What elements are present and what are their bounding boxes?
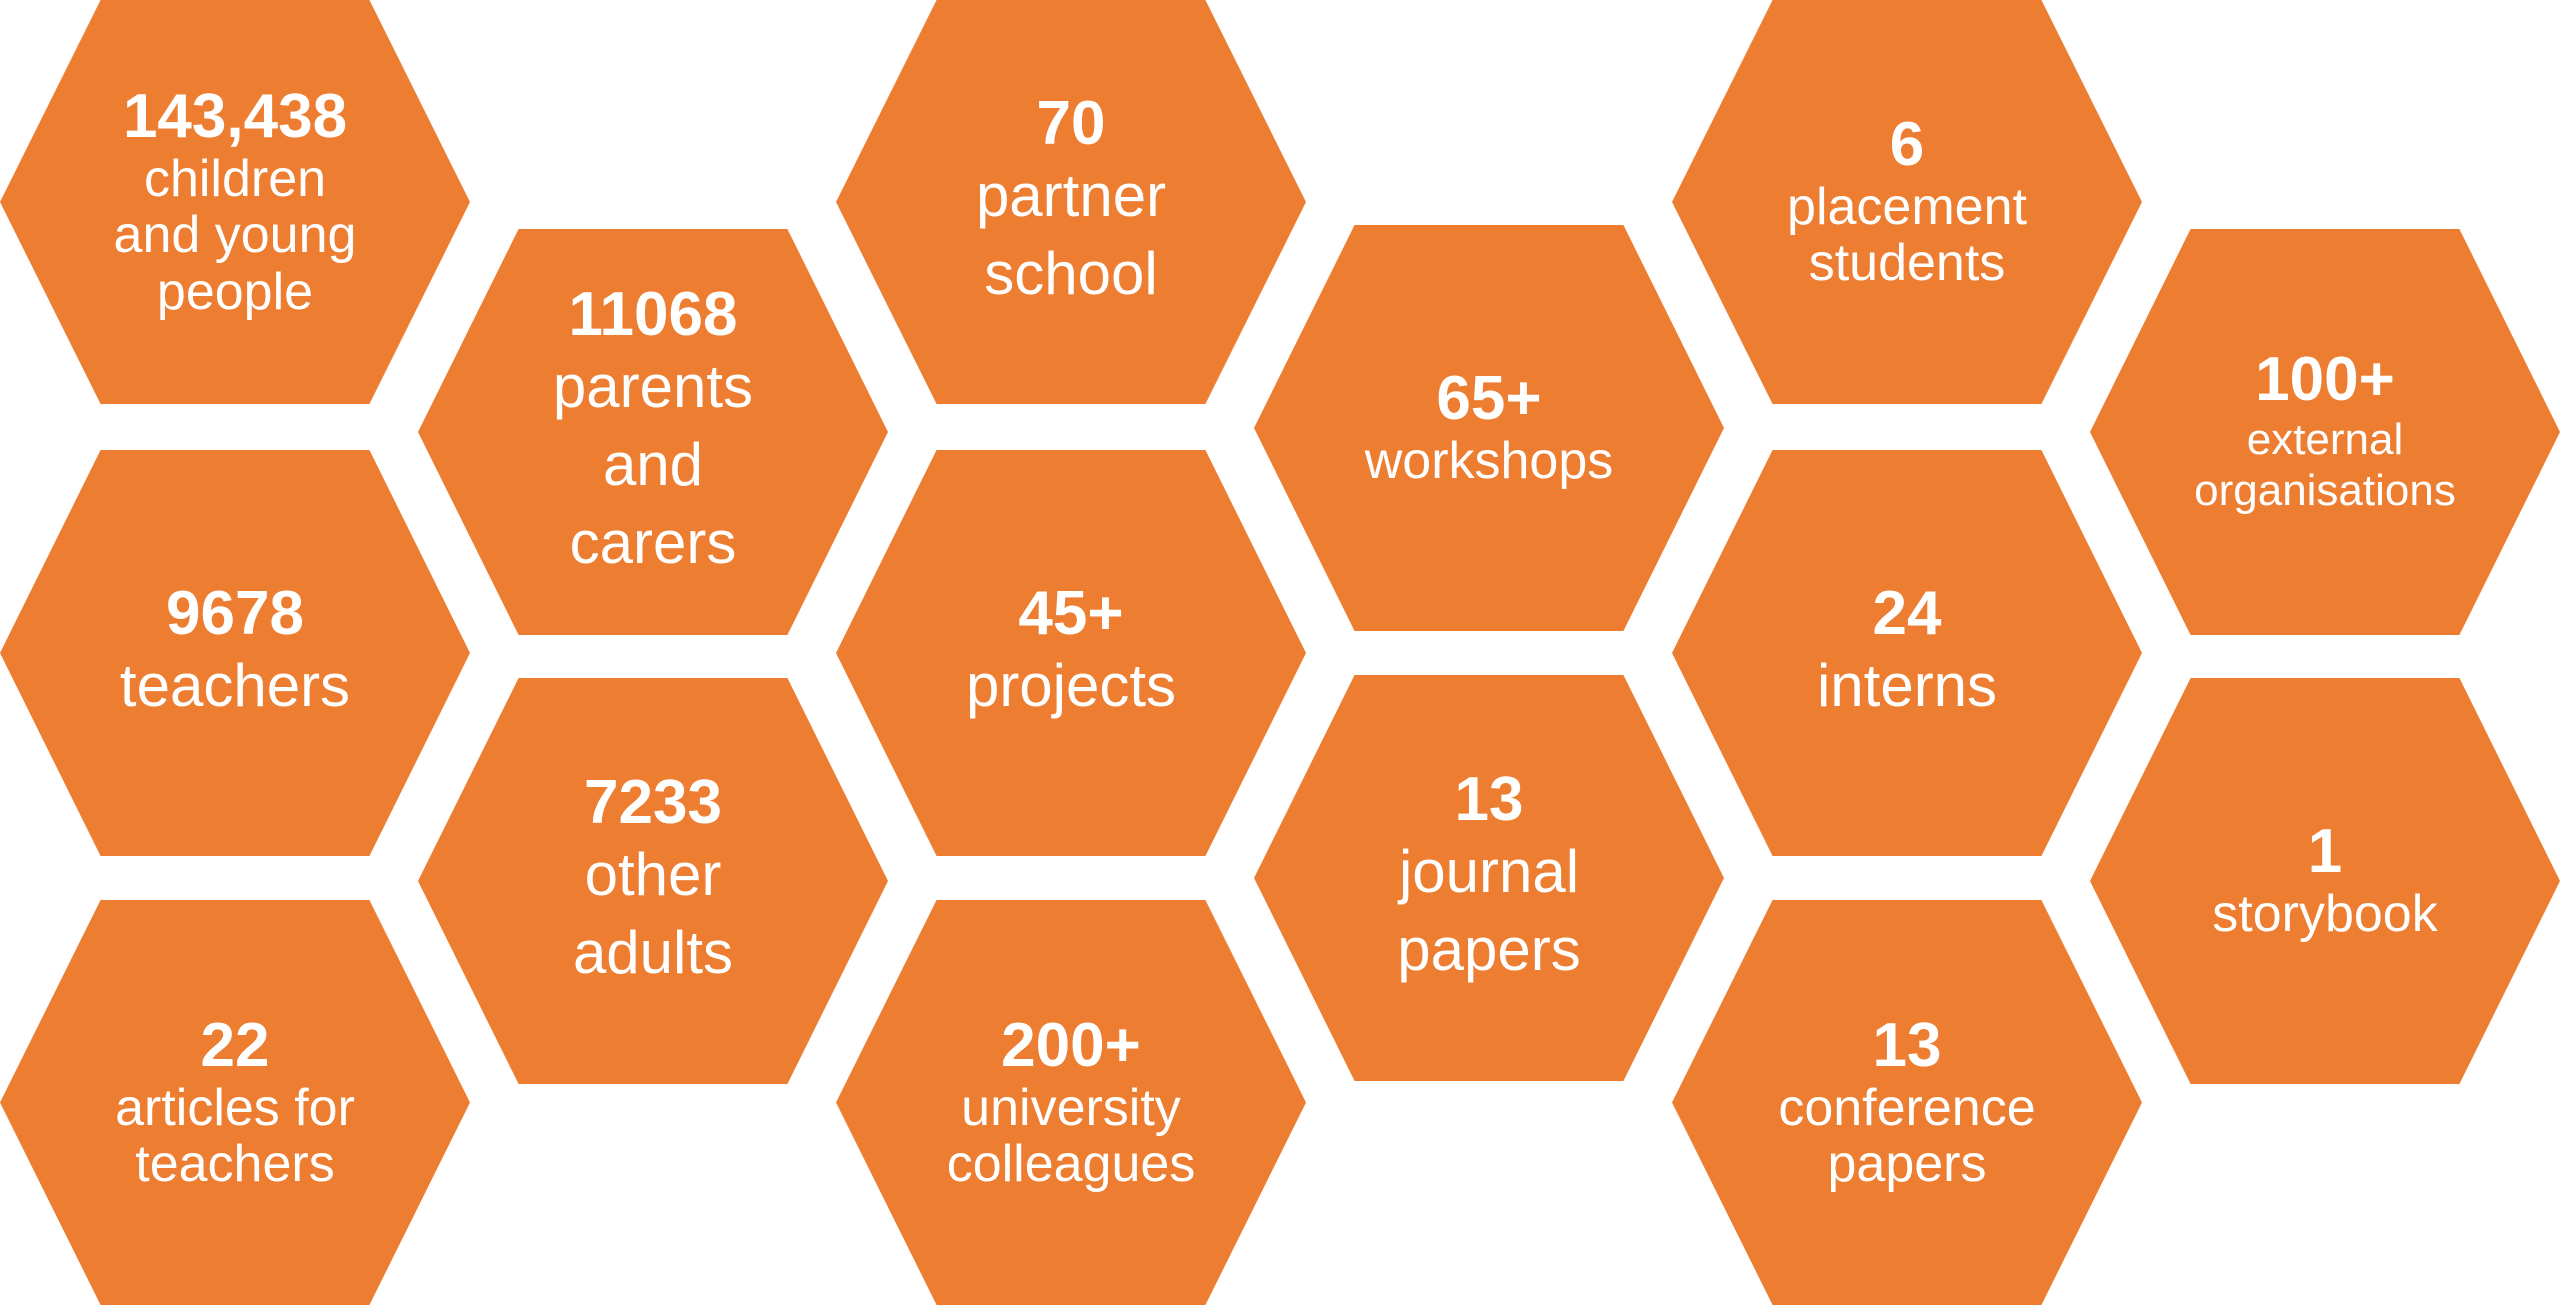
stat-number: 200+	[1001, 1010, 1141, 1080]
stat-number: 13	[1454, 764, 1524, 834]
stat-label: storybook	[2212, 885, 2438, 944]
stat-number: 6	[1889, 110, 1925, 180]
stat-label: parents and carers	[552, 353, 754, 577]
stat-number: 24	[1872, 578, 1942, 648]
stat-label: articles for teachers	[115, 1078, 355, 1193]
stat-number: 13	[1872, 1010, 1942, 1080]
hex-tile-teachers: 9678 teachers	[0, 450, 470, 856]
stat-number: 143,438	[122, 82, 348, 152]
hex-tile-other-adults: 7233 other adults	[418, 678, 888, 1084]
stat-number: 65+	[1436, 364, 1542, 434]
hex-tile-journal-papers: 13 journal papers	[1254, 675, 1724, 1081]
stat-number: 1	[2307, 817, 2343, 887]
stat-label: journal papers	[1397, 838, 1581, 984]
stat-label: workshops	[1364, 432, 1614, 491]
hex-tile-children: 143,438 children and young people	[0, 0, 470, 404]
stat-label: interns	[1816, 652, 1998, 720]
stat-label: teachers	[119, 652, 351, 720]
hex-tile-workshops: 65+ workshops	[1254, 225, 1724, 631]
hex-tile-articles: 22 articles for teachers	[0, 900, 470, 1305]
stat-label: other adults	[572, 841, 734, 987]
hex-tile-partner-school: 70 partner school	[836, 0, 1306, 404]
hex-tile-placement: 6 placement students	[1672, 0, 2142, 404]
hex-tile-projects: 45+ projects	[836, 450, 1306, 856]
stat-number: 11068	[568, 279, 738, 349]
hex-tile-parents: 11068 parents and carers	[418, 229, 888, 635]
hex-tile-interns: 24 interns	[1672, 450, 2142, 856]
stat-label: children and young people	[113, 150, 357, 321]
stat-label: university colleagues	[946, 1078, 1196, 1193]
stat-label: external organisations	[2194, 415, 2456, 516]
stat-number: 70	[1036, 88, 1106, 158]
stat-label: projects	[965, 652, 1177, 720]
hex-tile-external-orgs: 100+ external organisations	[2090, 229, 2560, 635]
stat-number: 45+	[1018, 578, 1124, 648]
stat-number: 100+	[2255, 345, 2395, 415]
hex-tile-university: 200+ university colleagues	[836, 900, 1306, 1305]
hex-tile-conference: 13 conference papers	[1672, 900, 2142, 1305]
stat-label: placement students	[1787, 178, 2027, 293]
stat-number: 22	[200, 1010, 270, 1080]
stat-label: partner school	[975, 162, 1167, 308]
stat-number: 7233	[584, 767, 722, 837]
hex-tile-storybook: 1 storybook	[2090, 678, 2560, 1084]
stat-label: conference papers	[1778, 1078, 2036, 1193]
stat-number: 9678	[166, 578, 304, 648]
